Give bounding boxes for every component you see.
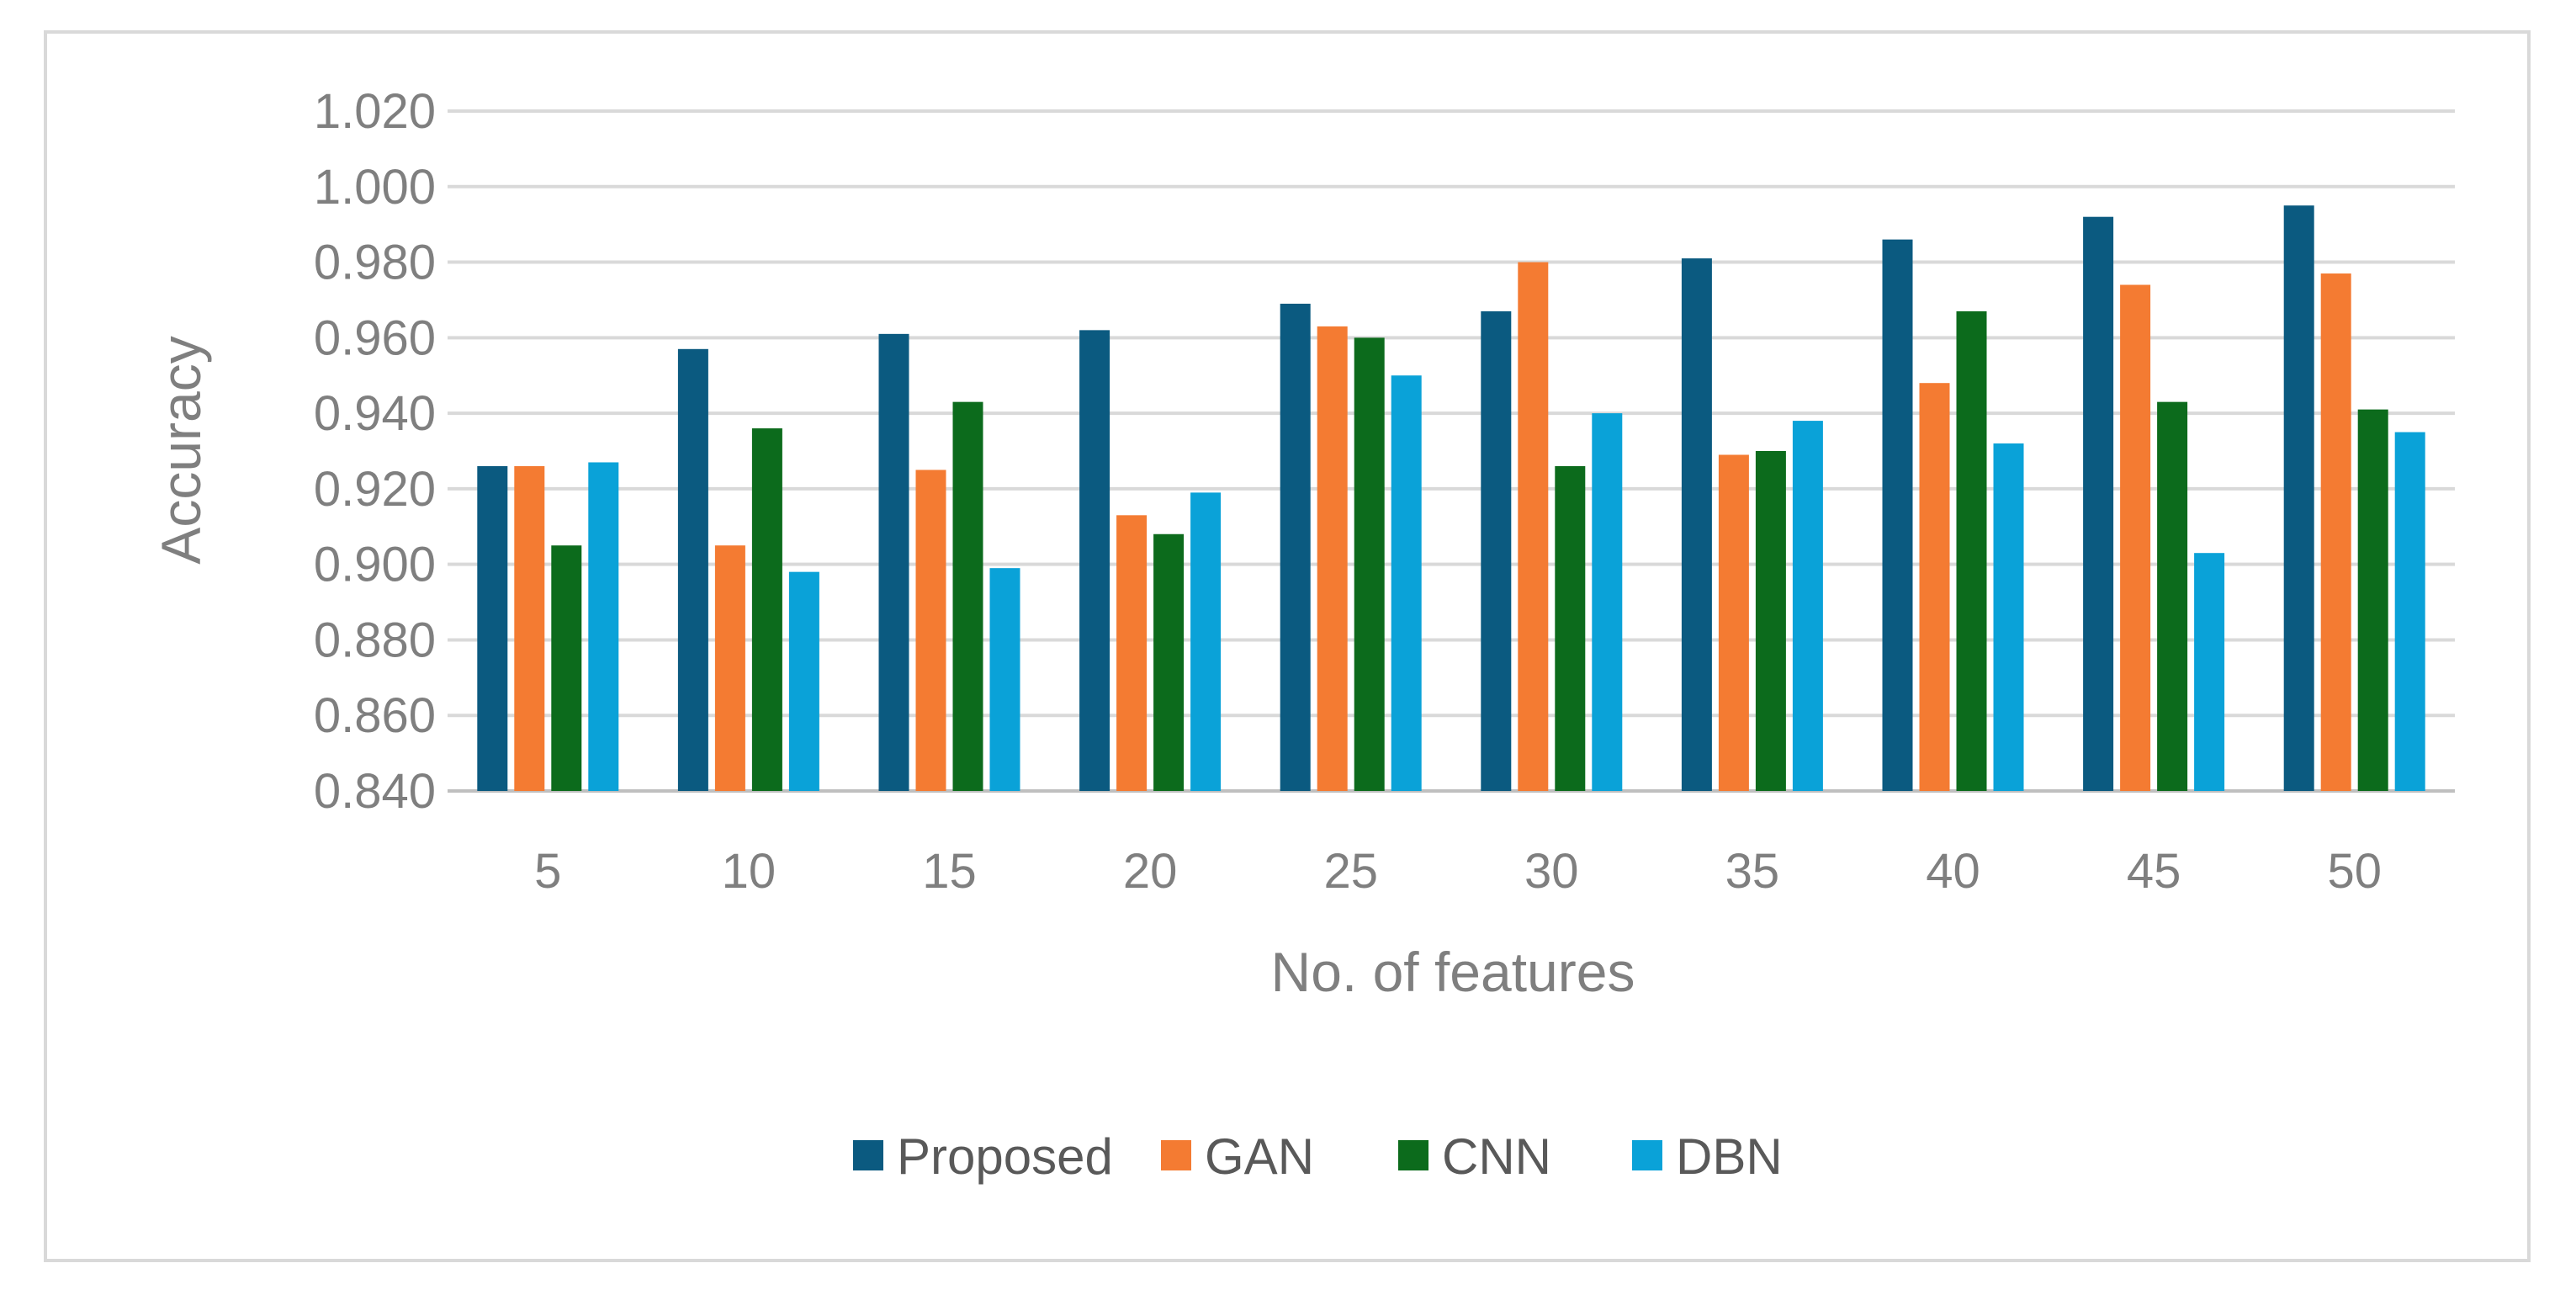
bar-proposed-20 xyxy=(1079,330,1110,791)
legend-swatch-cnn xyxy=(1398,1140,1428,1170)
x-tick-label: 15 xyxy=(922,844,977,899)
y-axis-ticks: 0.840 0.860 0.880 0.900 0.920 0.940 0.960 0.980… xyxy=(314,84,436,819)
y-tick-label: 0.840 xyxy=(314,764,436,819)
bar-cnn-30 xyxy=(1555,465,1586,791)
bar-gan-20 xyxy=(1116,515,1148,791)
y-tick-label: 0.980 xyxy=(314,236,436,290)
bar-cnn-45 xyxy=(2157,401,2188,791)
x-tick-label: 5 xyxy=(534,844,561,899)
y-tick-label: 0.960 xyxy=(314,310,436,365)
y-tick-label: 0.920 xyxy=(314,462,436,517)
bar-proposed-50 xyxy=(2283,205,2314,791)
x-tick-label: 45 xyxy=(2127,844,2181,899)
bar-gan-25 xyxy=(1317,326,1348,791)
bar-dbn-35 xyxy=(1792,421,1823,791)
bar-proposed-10 xyxy=(677,348,708,791)
x-axis-title: No. of features xyxy=(1271,941,1635,1003)
bars xyxy=(477,205,2425,792)
bar-dbn-20 xyxy=(1190,492,1222,791)
bar-dbn-5 xyxy=(588,462,619,791)
bar-cnn-15 xyxy=(952,401,983,791)
bar-gan-45 xyxy=(2120,284,2151,791)
bar-dbn-30 xyxy=(1592,413,1623,791)
y-tick-label: 1.020 xyxy=(314,84,436,139)
x-tick-label: 35 xyxy=(1725,844,1780,899)
bar-proposed-45 xyxy=(2083,216,2114,791)
x-tick-label: 50 xyxy=(2327,844,2382,899)
bar-gan-30 xyxy=(1518,262,1549,791)
legend-label-cnn: CNN xyxy=(1442,1128,1551,1185)
legend-swatch-proposed xyxy=(853,1140,883,1170)
gridlines xyxy=(448,109,2455,793)
bar-dbn-40 xyxy=(1993,443,2024,791)
bar-dbn-50 xyxy=(2394,432,2425,791)
legend-label-proposed: Proposed xyxy=(897,1128,1113,1185)
y-tick-label: 0.860 xyxy=(314,688,436,743)
bar-cnn-20 xyxy=(1153,533,1185,791)
bar-dbn-10 xyxy=(788,571,819,791)
bar-dbn-45 xyxy=(2194,553,2225,791)
bar-dbn-25 xyxy=(1391,375,1422,791)
bar-cnn-25 xyxy=(1354,337,1385,791)
bar-cnn-5 xyxy=(551,545,582,791)
x-axis-ticks: 5 10 15 20 25 30 35 40 45 50 xyxy=(534,844,2382,899)
legend: Proposed GAN CNN DBN xyxy=(853,1128,1783,1185)
bar-gan-5 xyxy=(514,465,545,791)
x-tick-label: 40 xyxy=(1926,844,1980,899)
y-axis-title: Accuracy xyxy=(150,336,212,564)
bar-gan-50 xyxy=(2320,273,2351,791)
bar-proposed-30 xyxy=(1481,310,1512,791)
y-tick-label: 0.940 xyxy=(314,386,436,441)
bar-gan-35 xyxy=(1718,454,1749,791)
x-tick-label: 20 xyxy=(1123,844,1178,899)
bar-cnn-40 xyxy=(1956,310,1987,791)
y-tick-label: 1.000 xyxy=(314,160,436,215)
legend-swatch-gan xyxy=(1161,1140,1191,1170)
x-tick-label: 30 xyxy=(1524,844,1579,899)
bar-cnn-35 xyxy=(1755,451,1786,791)
y-tick-label: 0.900 xyxy=(314,538,436,592)
legend-label-gan: GAN xyxy=(1205,1128,1314,1185)
y-tick-label: 0.880 xyxy=(314,613,436,667)
bar-gan-40 xyxy=(1919,383,1950,791)
bar-cnn-10 xyxy=(751,428,782,791)
bar-cnn-50 xyxy=(2357,409,2388,791)
bar-proposed-25 xyxy=(1280,303,1311,791)
bar-dbn-15 xyxy=(989,568,1020,791)
legend-label-dbn: DBN xyxy=(1676,1128,1783,1185)
bar-proposed-5 xyxy=(477,465,508,791)
legend-swatch-dbn xyxy=(1632,1140,1662,1170)
bar-proposed-15 xyxy=(878,333,909,791)
x-tick-label: 25 xyxy=(1323,844,1378,899)
bar-proposed-35 xyxy=(1681,258,1712,792)
x-tick-label: 10 xyxy=(722,844,777,899)
bar-gan-15 xyxy=(915,470,946,791)
bar-proposed-40 xyxy=(1882,239,1913,792)
bar-gan-10 xyxy=(714,545,745,791)
